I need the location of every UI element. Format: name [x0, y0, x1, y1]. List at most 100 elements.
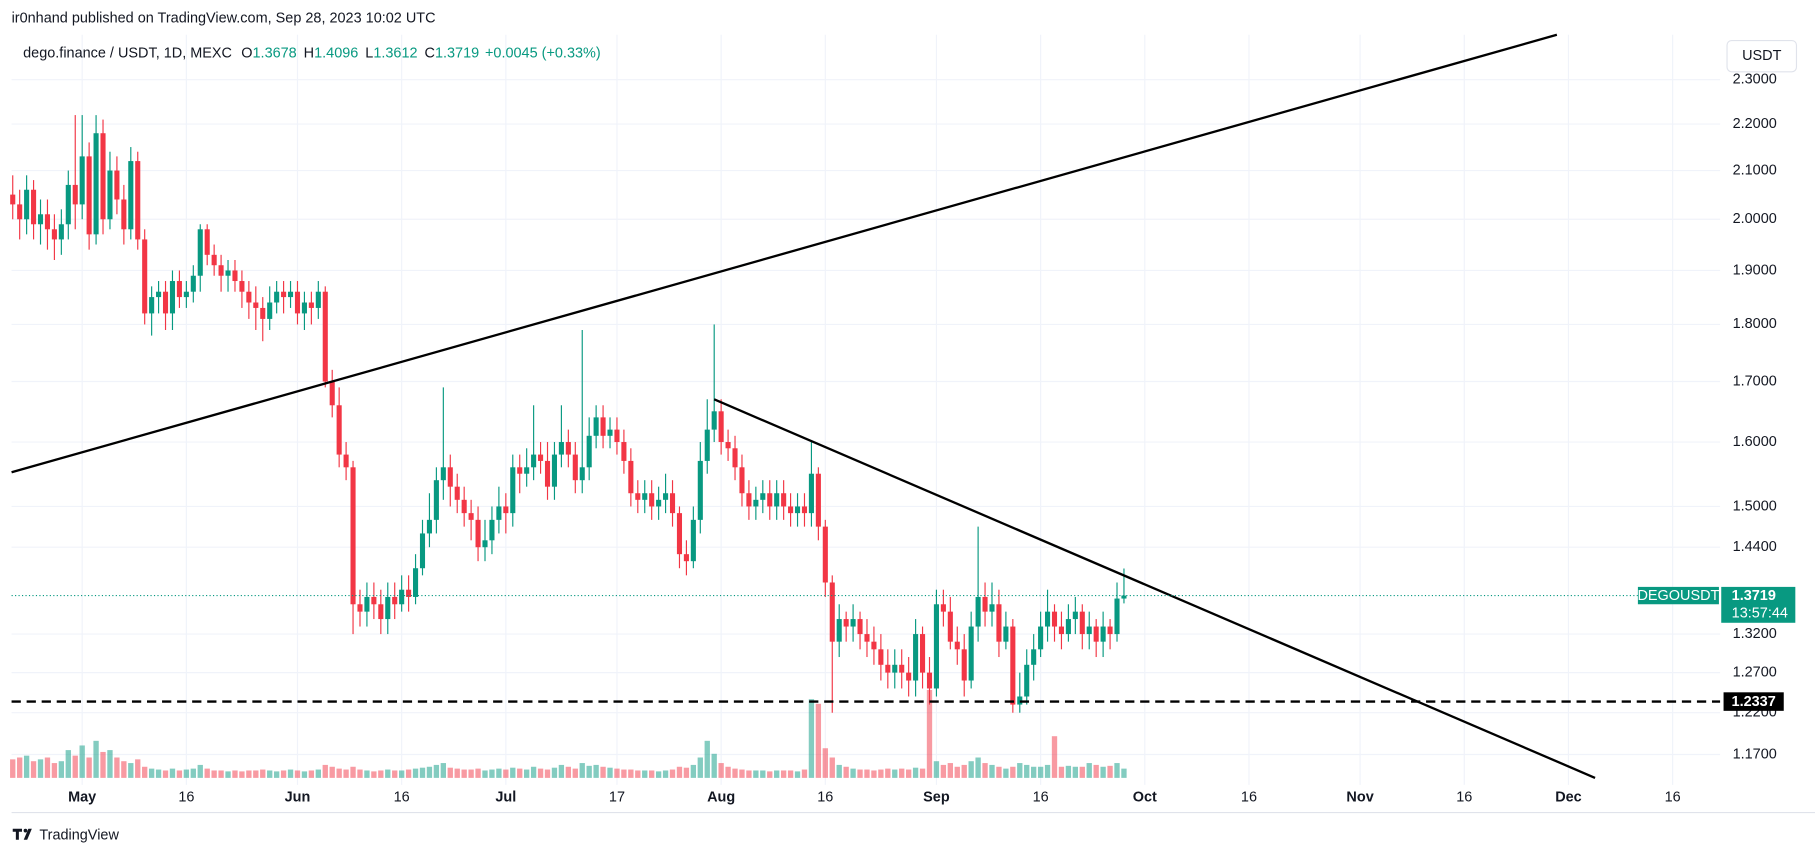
volume-bar — [385, 769, 391, 778]
candle-body — [663, 493, 669, 500]
volume-bar — [725, 766, 731, 778]
volume-bar — [211, 770, 217, 778]
volume-bar — [537, 768, 544, 778]
candle-body — [864, 634, 870, 642]
candle-body — [1121, 595, 1127, 599]
volume-bar — [79, 745, 85, 778]
candle-body — [281, 291, 287, 298]
volume-bar — [135, 759, 141, 778]
candle-body — [1045, 611, 1051, 627]
volume-bar — [1072, 766, 1079, 778]
volume-bar — [58, 761, 65, 778]
volume-bar — [787, 770, 794, 778]
volume-bar — [412, 768, 419, 778]
candle-body — [413, 568, 419, 597]
x-tick-label: 16 — [1033, 789, 1049, 805]
candle-body — [468, 513, 474, 520]
candle-body — [440, 467, 446, 481]
candle-body — [190, 275, 196, 292]
legend-key: O — [241, 45, 252, 61]
legend-key: C — [425, 45, 435, 61]
volume-bar — [961, 764, 967, 778]
volume-bar — [503, 769, 509, 778]
volume-bar — [468, 769, 474, 778]
x-tick-label: 16 — [178, 789, 194, 805]
candle-body — [829, 582, 835, 642]
price-badge — [1721, 586, 1796, 623]
candle-body — [913, 634, 919, 681]
x-tick-label: 16 — [394, 789, 410, 805]
candle-body — [697, 460, 703, 520]
volume-bar — [621, 769, 627, 778]
candle-body — [857, 619, 863, 635]
candle-body — [496, 506, 502, 520]
volume-bar — [530, 766, 537, 778]
candle-body — [482, 540, 488, 548]
volume-bar — [440, 763, 446, 778]
y-tick-label: 1.6000 — [1733, 434, 1777, 450]
candle-body — [197, 229, 203, 276]
volume-bar — [1100, 766, 1106, 778]
candle-body — [100, 133, 106, 220]
volume-bar — [593, 764, 599, 778]
volume-bar — [239, 771, 245, 778]
volume-bar — [1031, 766, 1037, 778]
volume-bar — [496, 768, 502, 778]
volume-bar — [558, 764, 565, 778]
candle-body — [1100, 626, 1106, 642]
volume-bar — [940, 764, 947, 778]
candle-body — [114, 170, 120, 200]
candle-body — [600, 417, 606, 436]
candle-body — [565, 442, 571, 455]
candle-body — [656, 499, 662, 507]
candle-body — [287, 291, 294, 298]
volume-bar — [676, 766, 683, 778]
candle-body — [878, 649, 884, 665]
candle-body — [996, 604, 1002, 642]
currency-button[interactable] — [1726, 39, 1798, 73]
candle-body — [1093, 626, 1099, 642]
volume-bar — [204, 768, 210, 778]
candle-body — [551, 454, 558, 487]
candle-body — [489, 519, 495, 541]
volume-bar — [37, 759, 44, 778]
legend-value: 1.3612 — [373, 45, 417, 61]
candle-body — [315, 291, 321, 308]
candle-body — [169, 281, 176, 314]
candle-body — [204, 229, 210, 255]
candle-body — [308, 302, 314, 308]
y-tick-label: 2.1000 — [1733, 162, 1777, 178]
candle-body — [843, 619, 849, 627]
volume-bar — [718, 763, 724, 778]
candle-body — [822, 526, 828, 583]
volume-bar — [878, 769, 884, 778]
volume-bar — [975, 757, 981, 778]
volume-bar — [260, 769, 266, 778]
currency-button-label[interactable]: USDT — [1742, 48, 1782, 64]
volume-bar — [273, 771, 280, 778]
candle-body — [454, 486, 460, 500]
volume-bar — [294, 770, 301, 778]
volume-bar — [72, 755, 78, 778]
volume-bar — [885, 768, 891, 778]
volume-bar — [774, 770, 780, 778]
legend-change: +0.0045 (+0.33%) — [485, 45, 601, 61]
y-tick-label: 1.9000 — [1733, 262, 1777, 278]
volume-bar — [1086, 763, 1092, 778]
candle-body — [836, 619, 842, 642]
volume-bar — [183, 769, 190, 778]
volume-bar — [697, 757, 703, 778]
candle-body — [538, 454, 544, 461]
volume-bar — [246, 770, 252, 778]
candle-body — [982, 596, 988, 612]
candle-body — [808, 473, 814, 514]
volume-bar — [1121, 768, 1127, 778]
y-tick-label: 1.3200 — [1733, 626, 1777, 642]
volume-bar — [746, 770, 752, 778]
x-tick-label: 16 — [1456, 789, 1472, 805]
volume-bar — [524, 769, 530, 778]
volume-bar — [565, 766, 572, 778]
candle-body — [17, 204, 23, 220]
candle-body — [871, 641, 877, 650]
